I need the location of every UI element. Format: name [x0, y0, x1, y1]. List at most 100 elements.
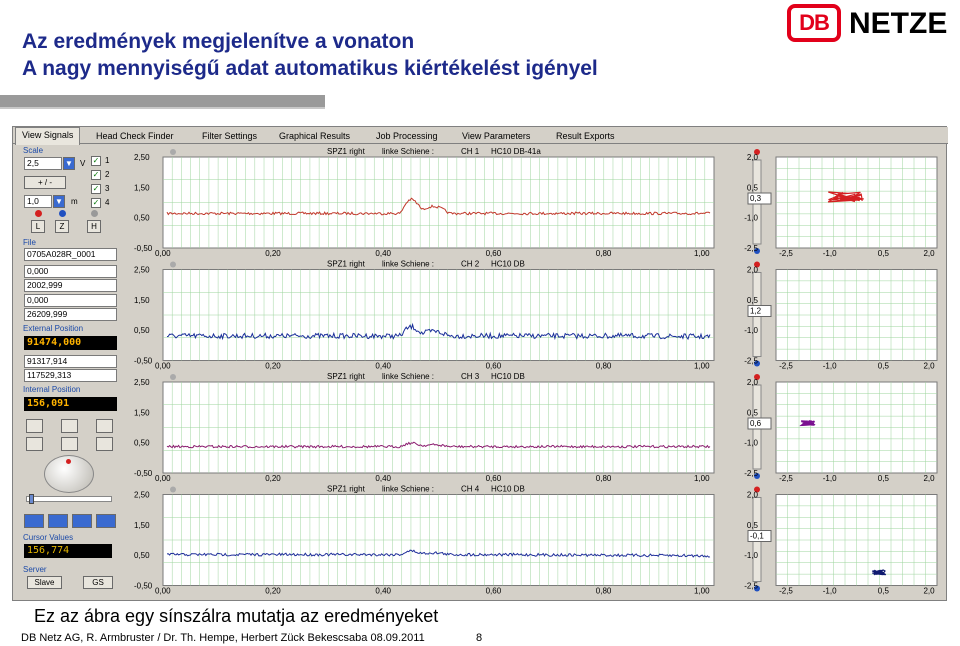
zoom-icon	[170, 149, 176, 155]
y-tick-label: 1,50	[134, 296, 150, 305]
slave-button[interactable]: Slave	[27, 576, 62, 589]
y-tick-label: 2,50	[134, 153, 150, 162]
xy-trace-ch1	[827, 191, 864, 203]
length-unit: m	[71, 197, 78, 206]
x-tick-label: 0,00	[155, 362, 171, 371]
tab-filter-settings[interactable]: Filter Settings	[202, 131, 258, 141]
xy-x-tick-label: 2,0	[923, 362, 935, 371]
file-value-3: 0,000	[24, 294, 117, 307]
signal-trace-ch2	[166, 322, 711, 341]
length-select[interactable]: 1,0	[24, 195, 52, 208]
side-value-box	[747, 530, 772, 542]
channel-title-mid: linke Schiene :	[382, 485, 434, 494]
y-tick-label: -0,50	[134, 582, 153, 591]
y-tick-label: 0,50	[134, 214, 150, 223]
prev-icon[interactable]	[48, 514, 68, 528]
gs-button[interactable]: GS	[83, 576, 113, 589]
play-icon[interactable]	[61, 419, 78, 433]
x-tick-label: 0,60	[486, 587, 502, 596]
x-tick-label: 0,00	[155, 249, 171, 258]
x-tick-label: 0,20	[265, 474, 281, 483]
tab-job-processing[interactable]: Job Processing	[376, 131, 438, 141]
x-tick-label: 0,80	[596, 362, 612, 371]
file-name-field[interactable]: 0705A028R_0001	[24, 248, 117, 261]
xy-x-tick-label: -2,5	[779, 362, 793, 371]
channel-title-ch: CH 4	[461, 485, 480, 494]
side-value-box	[747, 192, 772, 205]
x-tick-label: 0,40	[375, 362, 391, 371]
slide-divider-bar	[0, 95, 960, 109]
channel-4-checkbox[interactable]: ✓	[91, 198, 101, 208]
slider-thumb[interactable]	[29, 494, 34, 504]
xy-x-tick-label: -2,5	[779, 587, 793, 596]
scale-select[interactable]: 2,5	[24, 157, 62, 170]
plus-minus-button[interactable]: + / -	[24, 176, 66, 189]
side-value-box	[747, 305, 772, 317]
xy-y-tick-label: 2,0	[747, 266, 759, 275]
channel-2-checkbox[interactable]: ✓	[91, 170, 101, 180]
position-slider[interactable]	[26, 496, 112, 502]
cursor-values-label: Cursor Values	[23, 533, 74, 542]
side-value: -0,1	[750, 532, 764, 541]
stop-icon[interactable]	[61, 437, 78, 451]
first-icon[interactable]	[24, 514, 44, 528]
db-netze-logo: DB NETZE	[787, 4, 947, 44]
side-led-red	[754, 149, 760, 155]
signal-plots: 2,501,500,50-0,500,00 0,20 0,40 0,60 0,80 1,0…	[134, 147, 938, 596]
xy-y-tick-label: 0,5	[747, 521, 759, 530]
y-tick-label: -0,50	[134, 469, 153, 478]
tab-view-signals[interactable]: View Signals	[15, 127, 81, 145]
x-tick-label: 0,60	[486, 249, 502, 258]
last-icon[interactable]	[96, 514, 116, 528]
channel-3-label: 3	[105, 184, 110, 193]
y-tick-label: 1,50	[134, 521, 150, 530]
signal-trace-ch4	[166, 549, 711, 558]
fast-forward-icon[interactable]	[26, 419, 43, 433]
next-icon[interactable]	[72, 514, 92, 528]
channel-title-ch: CH 1	[461, 147, 480, 156]
y-tick-label: 2,50	[134, 491, 150, 500]
zoom-icon	[170, 374, 176, 380]
tab-head-check-finder[interactable]: Head Check Finder	[96, 131, 174, 141]
xy-x-tick-label: -1,0	[823, 362, 837, 371]
scale-dropdown-icon[interactable]: ▼	[63, 157, 75, 170]
side-value: 0,6	[750, 419, 762, 428]
tab-bar: View Signals Head Check Finder Filter Sett…	[13, 127, 948, 145]
l-button[interactable]: L	[31, 220, 45, 233]
xy-y-tick-label: -1,0	[744, 439, 758, 448]
file-value-4: 26209,999	[24, 308, 117, 321]
channel-3-checkbox[interactable]: ✓	[91, 184, 101, 194]
xy-x-tick-label: 0,5	[878, 249, 890, 258]
loop-icon[interactable]	[96, 419, 113, 433]
channel-title-probe: HC10 DB-41a	[491, 147, 541, 156]
signal-trace-ch1	[166, 197, 711, 216]
x-tick-label: 0,80	[596, 474, 612, 483]
side-value-box	[747, 417, 772, 430]
rewind-icon[interactable]	[26, 437, 43, 451]
external-value-2: 117529,313	[24, 369, 117, 382]
length-dropdown-icon[interactable]: ▼	[53, 195, 65, 208]
xy-y-tick-label: -1,0	[744, 551, 758, 560]
netze-logo-text: NETZE	[849, 7, 948, 40]
xy-y-tick-label: -1,0	[744, 214, 758, 223]
x-tick-label: 0,20	[265, 362, 281, 371]
tab-view-parameters[interactable]: View Parameters	[462, 131, 531, 141]
channel-4-label: 4	[105, 198, 110, 207]
channel-1-checkbox[interactable]: ✓	[91, 156, 101, 166]
x-tick-label: 0,40	[375, 474, 391, 483]
side-value: 1,2	[750, 307, 762, 316]
tab-graphical-results[interactable]: Graphical Results	[279, 131, 351, 141]
x-tick-label: 0,80	[596, 587, 612, 596]
xy-y-tick-label: 2,0	[747, 153, 759, 162]
side-led-red	[754, 261, 760, 268]
x-tick-label: 0,20	[265, 587, 281, 596]
x-tick-label: 0,80	[596, 249, 612, 258]
zoom-icon	[170, 486, 176, 493]
skip-icon[interactable]	[96, 437, 113, 451]
xy-x-tick-label: 0,5	[878, 474, 890, 483]
h-button[interactable]: H	[87, 220, 101, 233]
tab-result-exports[interactable]: Result Exports	[556, 131, 615, 141]
z-button[interactable]: Z	[55, 220, 69, 233]
side-led-red	[754, 486, 760, 493]
side-led-red	[754, 374, 760, 380]
